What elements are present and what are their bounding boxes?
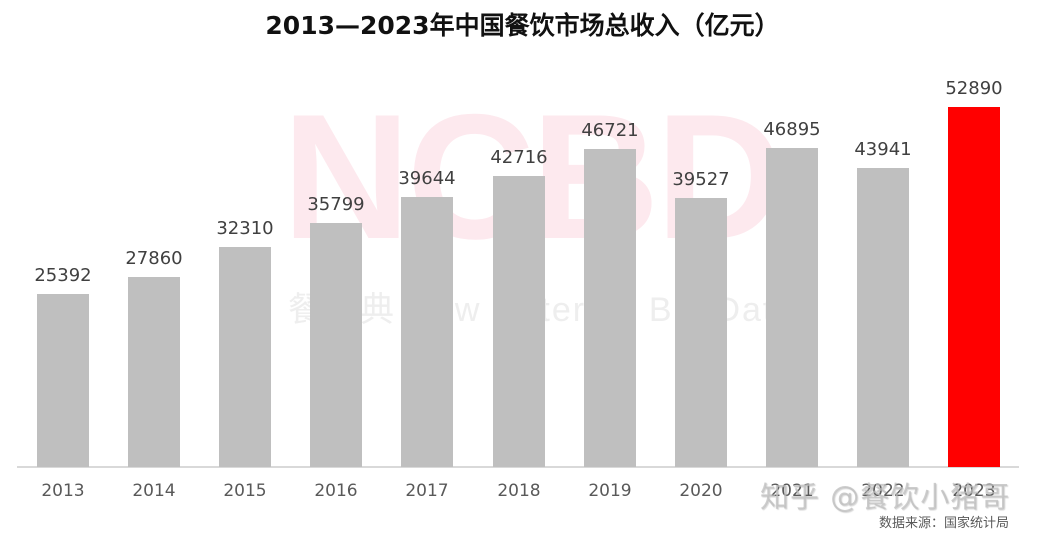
bar-2018 [493, 176, 545, 467]
bar-2023 [948, 107, 1000, 467]
x-tick-label-2018: 2018 [497, 481, 541, 501]
bar-2020 [675, 198, 727, 467]
data-label-2019: 46721 [581, 120, 639, 141]
data-label-2016: 35799 [307, 194, 365, 215]
x-tick-label-2022: 2022 [861, 481, 905, 501]
x-tick-label-2016: 2016 [314, 481, 358, 501]
bar-2014 [128, 277, 180, 467]
x-tick-label-2015: 2015 [223, 481, 267, 501]
data-label-2018: 42716 [490, 147, 548, 168]
bar-2019 [584, 149, 636, 467]
x-tick-label-2020: 2020 [679, 481, 723, 501]
data-label-2014: 27860 [125, 248, 183, 269]
x-tick-label-2023: 2023 [952, 481, 996, 501]
x-tick-label-2021: 2021 [770, 481, 814, 501]
data-label-2021: 46895 [763, 119, 821, 140]
zhihu-watermark: 知乎 @餐饮小猪哥 [760, 480, 1011, 514]
x-tick-label-2019: 2019 [588, 481, 632, 501]
x-axis-line [17, 466, 1019, 468]
bar-2013 [37, 294, 89, 467]
data-label-2015: 32310 [216, 218, 274, 239]
data-label-2017: 39644 [398, 168, 456, 189]
bar-2015 [219, 247, 271, 467]
bar-2016 [310, 223, 362, 467]
x-tick-label-2014: 2014 [132, 481, 176, 501]
bar-2021 [766, 148, 818, 467]
x-tick-label-2013: 2013 [41, 481, 85, 501]
data-label-2022: 43941 [854, 139, 912, 160]
data-label-2020: 39527 [672, 169, 730, 190]
data-source: 数据来源：国家统计局 [878, 516, 1009, 531]
chart-title: 2013—2023年中国餐饮市场总收入（亿元） [265, 11, 780, 40]
bar-2022 [857, 168, 909, 467]
data-label-2023: 52890 [945, 78, 1003, 99]
x-tick-label-2017: 2017 [405, 481, 449, 501]
data-label-2013: 25392 [34, 265, 92, 286]
bar-2017 [401, 197, 453, 467]
